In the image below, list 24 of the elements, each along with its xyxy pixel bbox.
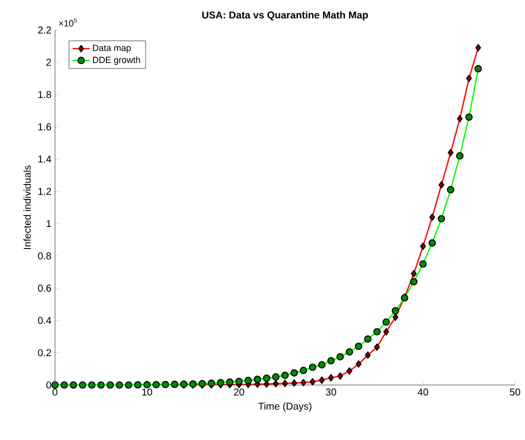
y-tick-label: 0.4 — [38, 316, 52, 324]
x-tick-label: 0 — [52, 388, 58, 396]
x-tick-label: 30 — [326, 388, 336, 396]
y-tick-label: 2.2 — [38, 26, 51, 34]
y-tick-label: 2 — [46, 58, 51, 66]
y-tick-label: 1.2 — [38, 188, 51, 195]
y-tick-label: 1.8 — [38, 91, 52, 98]
y-tick-label: 1 — [46, 220, 51, 228]
legend-label: Data map — [93, 44, 131, 53]
y-axis-title: Infected individuals — [23, 166, 31, 249]
x-tick-label: 10 — [142, 388, 152, 396]
y-tick-label: 0.8 — [38, 252, 52, 260]
y-tick-label: 1.4 — [38, 156, 52, 163]
y-tick-label: 0.6 — [38, 284, 52, 292]
x-tick-label: 50 — [510, 388, 520, 396]
text: ×10$^{5}$ — [59, 18, 77, 26]
x-tick-label: 40 — [418, 388, 428, 396]
x-tick-label: 20 — [234, 388, 244, 396]
y-tick-label: 0 — [46, 381, 52, 389]
y-tick-label: 0.2 — [38, 349, 51, 356]
legend-label: DDE growth — [93, 56, 140, 65]
y-tick-label: 1.6 — [38, 123, 52, 130]
chart-title: USA: Data vs Quarantine Math Map — [202, 11, 368, 20]
x-axis-title: Time (Days) — [258, 402, 312, 412]
